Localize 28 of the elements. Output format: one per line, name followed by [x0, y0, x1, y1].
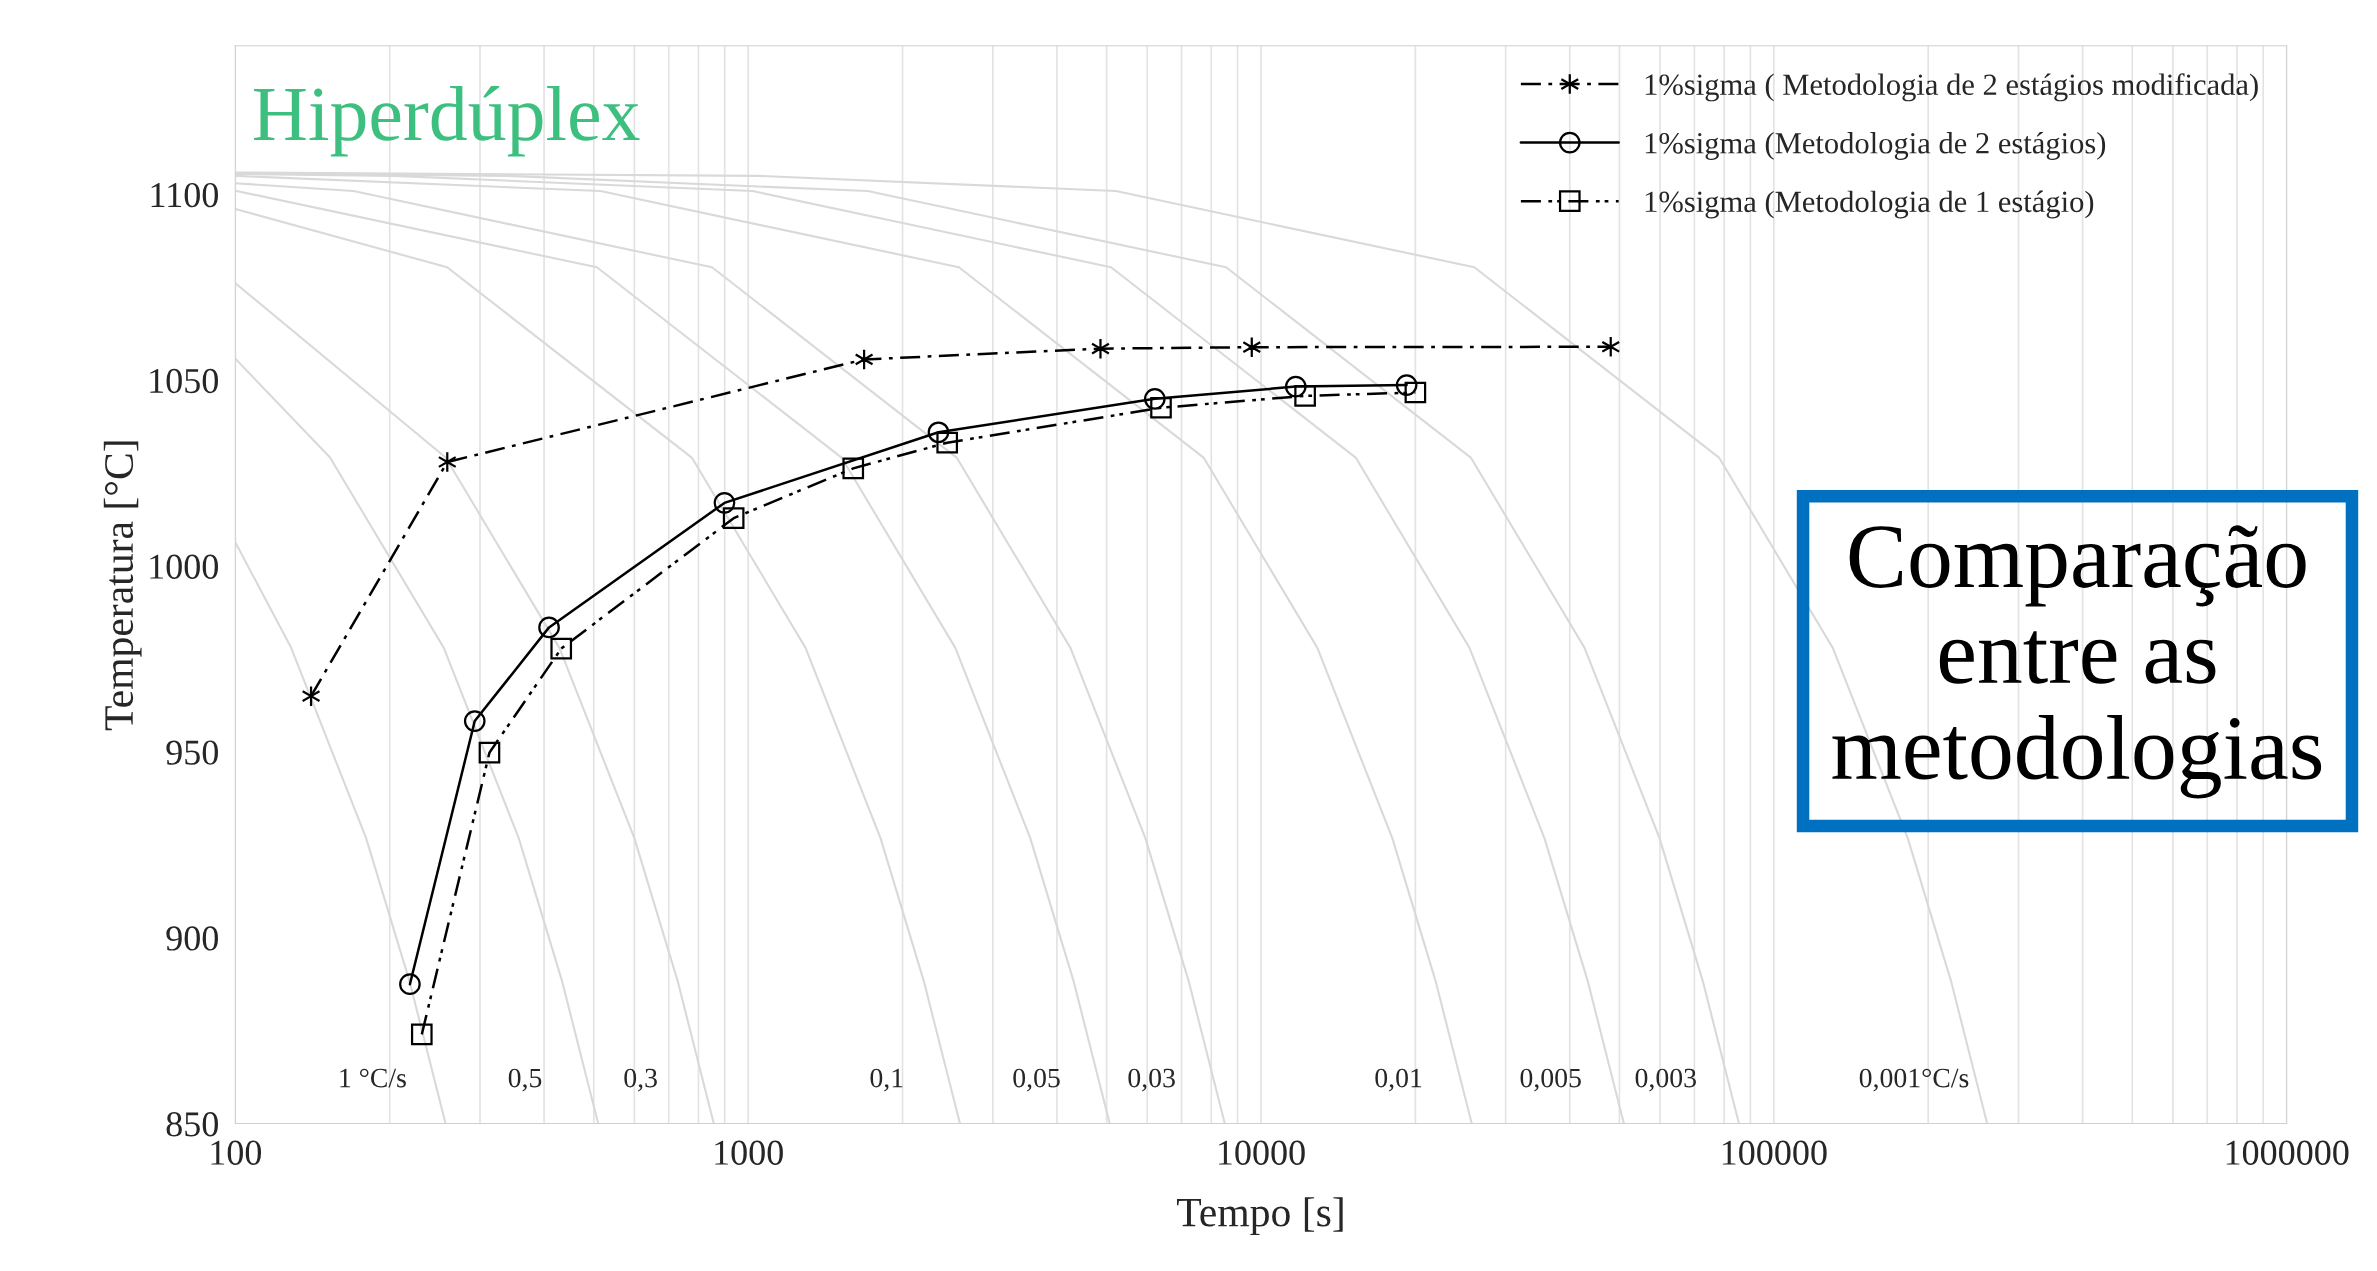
- x-axis-title: Tempo [s]: [1177, 1197, 1343, 1236]
- annotation: 0,003: [1635, 1068, 1696, 1092]
- legend-label: 1%sigma ( Metodologia de 2 estágios modificada): [1645, 73, 2258, 102]
- annotation: 0,3: [624, 1068, 657, 1092]
- annotation: 0,1: [870, 1068, 903, 1092]
- y-tick-label: 1000: [150, 554, 218, 579]
- annotation: Hiperdúplex: [253, 85, 640, 157]
- x-tick-label: 100000: [1722, 1140, 1827, 1165]
- y-tick-label: 900: [166, 926, 218, 951]
- annotation: 0,001°C/s: [1859, 1068, 1969, 1092]
- annotation: Comparação entre as metodologias: [1832, 525, 2322, 799]
- x-tick-label: 10000: [1219, 1140, 1305, 1165]
- y-tick-label: 850: [166, 1112, 218, 1137]
- x-tick-label: 1000: [715, 1140, 783, 1165]
- annotation: 0,5: [508, 1068, 542, 1092]
- annotation: 0,005: [1520, 1068, 1581, 1092]
- y-tick-label: 950: [166, 740, 218, 765]
- y-tick-label: 1100: [151, 182, 218, 208]
- legend-label: 1%sigma (Metodologia de 2 estágios): [1645, 132, 2106, 160]
- annotation: 0,05: [1013, 1068, 1060, 1092]
- legend-label: 1%sigma (Metodologia de 1 estágio): [1645, 190, 2094, 219]
- annotation: 0,03: [1128, 1068, 1175, 1092]
- annotation: 1 °C/s: [340, 1068, 406, 1088]
- y-tick-label: 1050: [150, 368, 218, 394]
- x-tick-label: 1000000: [2226, 1140, 2349, 1165]
- y-axis-title: Temperatura [°C]: [103, 441, 142, 731]
- x-tick-label: 100: [211, 1140, 262, 1165]
- annotation: 0,01: [1375, 1068, 1422, 1092]
